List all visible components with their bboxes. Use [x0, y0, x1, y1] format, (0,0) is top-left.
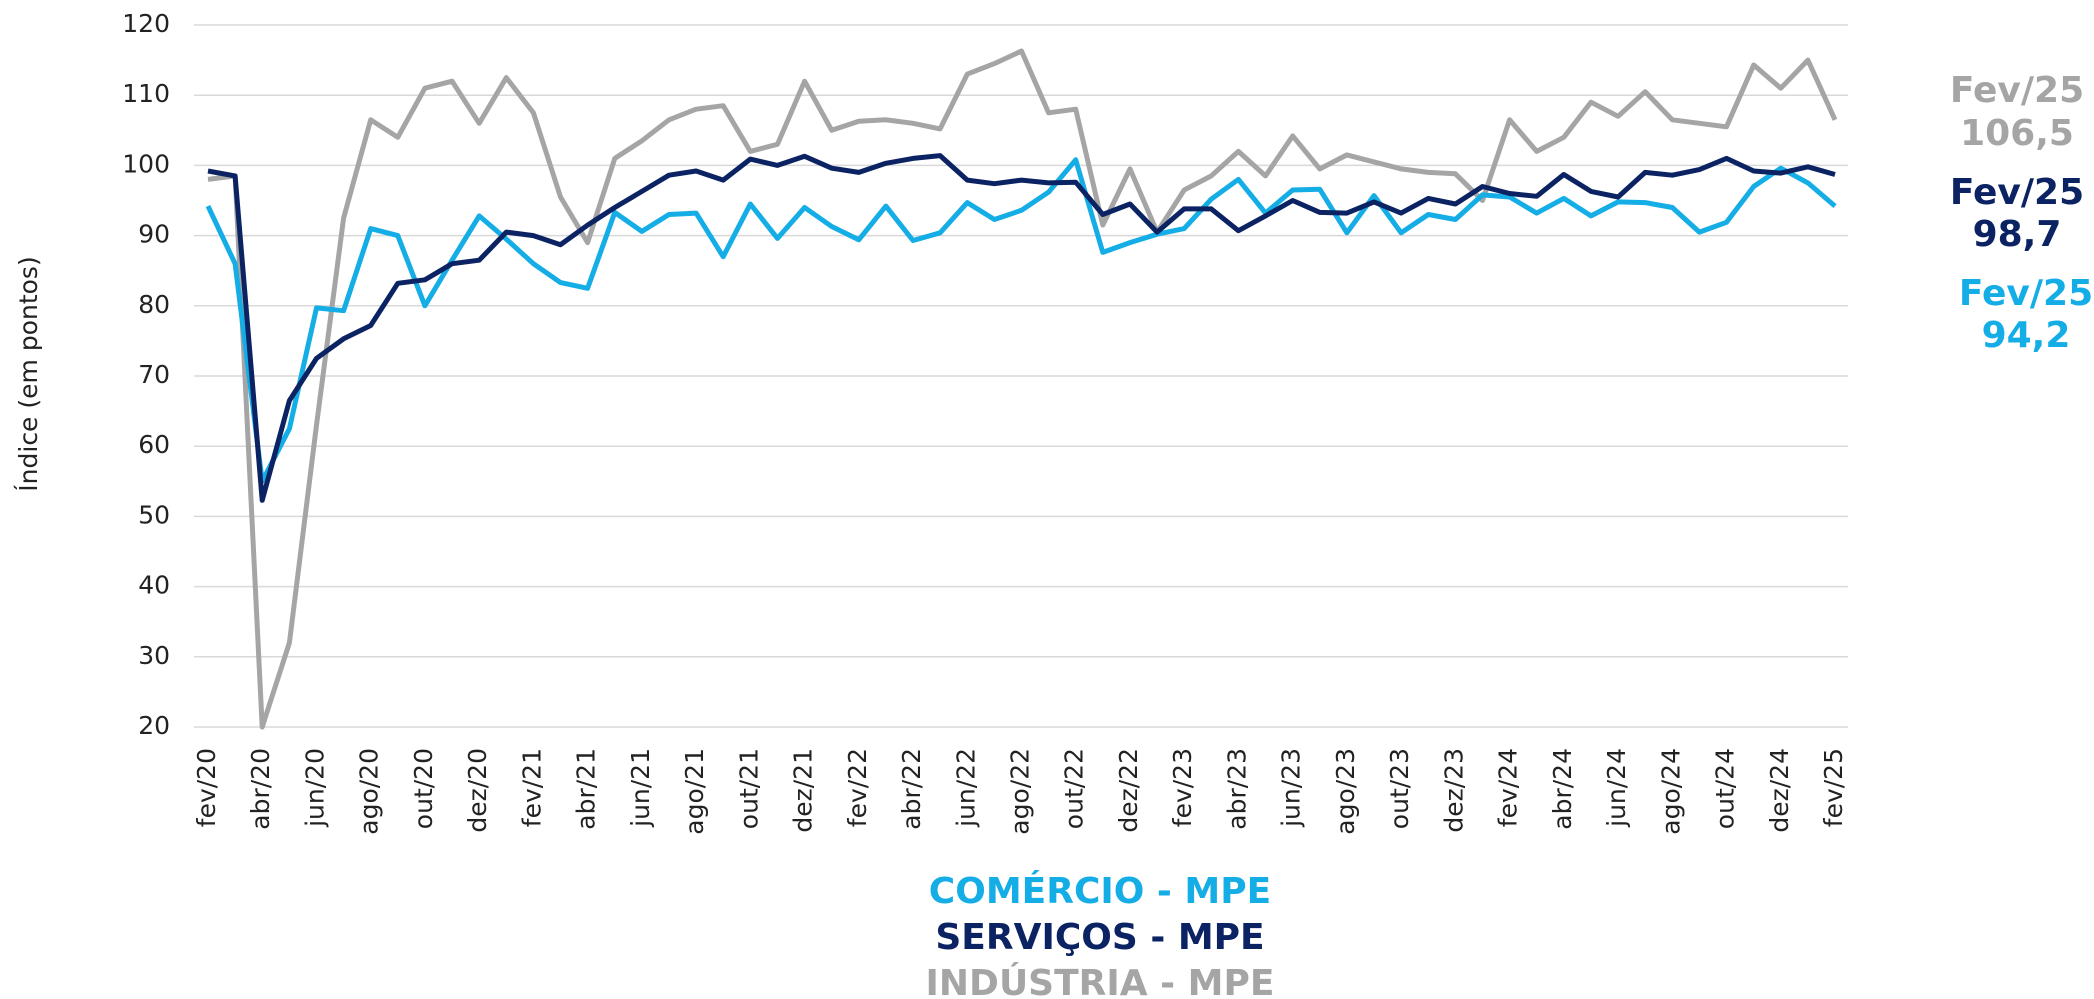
series-line — [207, 153, 1836, 503]
y-tick-label: 80 — [138, 290, 170, 319]
x-tick-label: dez/21 — [789, 748, 818, 833]
series-line — [207, 48, 1838, 730]
y-tick-label: 70 — [138, 360, 170, 389]
x-tick-label: out/23 — [1385, 748, 1414, 829]
x-tick-label: jun/20 — [300, 748, 329, 828]
x-tick-label: ago/23 — [1331, 748, 1360, 835]
x-tick-label: dez/22 — [1114, 748, 1143, 833]
x-tick-label: fev/23 — [1168, 748, 1197, 827]
end-period: Fev/25 — [1950, 172, 2084, 213]
x-tick-label: abr/24 — [1548, 748, 1577, 830]
x-tick-label: out/24 — [1711, 748, 1740, 829]
x-tick-label: fev/25 — [1819, 748, 1848, 827]
x-tick-label: fev/24 — [1494, 748, 1523, 827]
legend-entry: COMÉRCIO - MPE — [929, 870, 1271, 912]
x-tick-label: abr/21 — [572, 748, 601, 830]
x-tick-label: abr/23 — [1222, 748, 1251, 830]
y-tick-label: 40 — [138, 571, 170, 600]
x-tick-label: jun/24 — [1602, 748, 1631, 828]
x-tick-label: jun/23 — [1277, 748, 1306, 828]
x-tick-label: dez/20 — [463, 748, 492, 833]
x-tick-label: ago/24 — [1656, 748, 1685, 835]
y-tick-label: 110 — [122, 79, 170, 108]
series-line — [205, 157, 1837, 484]
x-tick-label: ago/21 — [680, 748, 709, 835]
y-tick-label: 30 — [138, 641, 170, 670]
y-tick-label: 20 — [138, 711, 170, 740]
x-tick-label: dez/23 — [1439, 748, 1468, 833]
x-tick-label: out/22 — [1060, 748, 1089, 829]
y-axis-title: Índice (em pontos) — [14, 256, 43, 491]
y-tick-label: 60 — [138, 430, 170, 459]
x-tick-label: dez/24 — [1765, 748, 1794, 833]
y-tick-label: 50 — [138, 500, 170, 529]
y-tick-label: 120 — [122, 9, 170, 38]
y-tick-label: 100 — [122, 149, 170, 178]
x-tick-label: fev/22 — [843, 748, 872, 827]
x-tick-label: ago/20 — [355, 748, 384, 835]
end-label: 106,5 — [1960, 113, 2074, 154]
legend-entry: INDÚSTRIA - MPE — [926, 962, 1275, 999]
end-label: 94,2 — [1982, 315, 2071, 356]
x-tick-label: abr/20 — [246, 748, 275, 830]
x-tick-label: fev/21 — [517, 748, 546, 827]
x-tick-label: out/20 — [409, 748, 438, 829]
x-tick-label: fev/20 — [192, 748, 221, 827]
end-period: Fev/25 — [1959, 273, 2093, 314]
x-tick-label: ago/22 — [1006, 748, 1035, 835]
x-tick-label: out/21 — [734, 748, 763, 829]
end-period: Fev/25 — [1950, 70, 2084, 111]
x-tick-label: abr/22 — [897, 748, 926, 830]
legend-entry: SERVIÇOS - MPE — [935, 917, 1264, 958]
y-tick-label: 90 — [138, 220, 170, 249]
end-label: 98,7 — [1973, 214, 2062, 255]
x-tick-label: jun/22 — [951, 748, 980, 828]
x-tick-label: jun/21 — [626, 748, 655, 828]
